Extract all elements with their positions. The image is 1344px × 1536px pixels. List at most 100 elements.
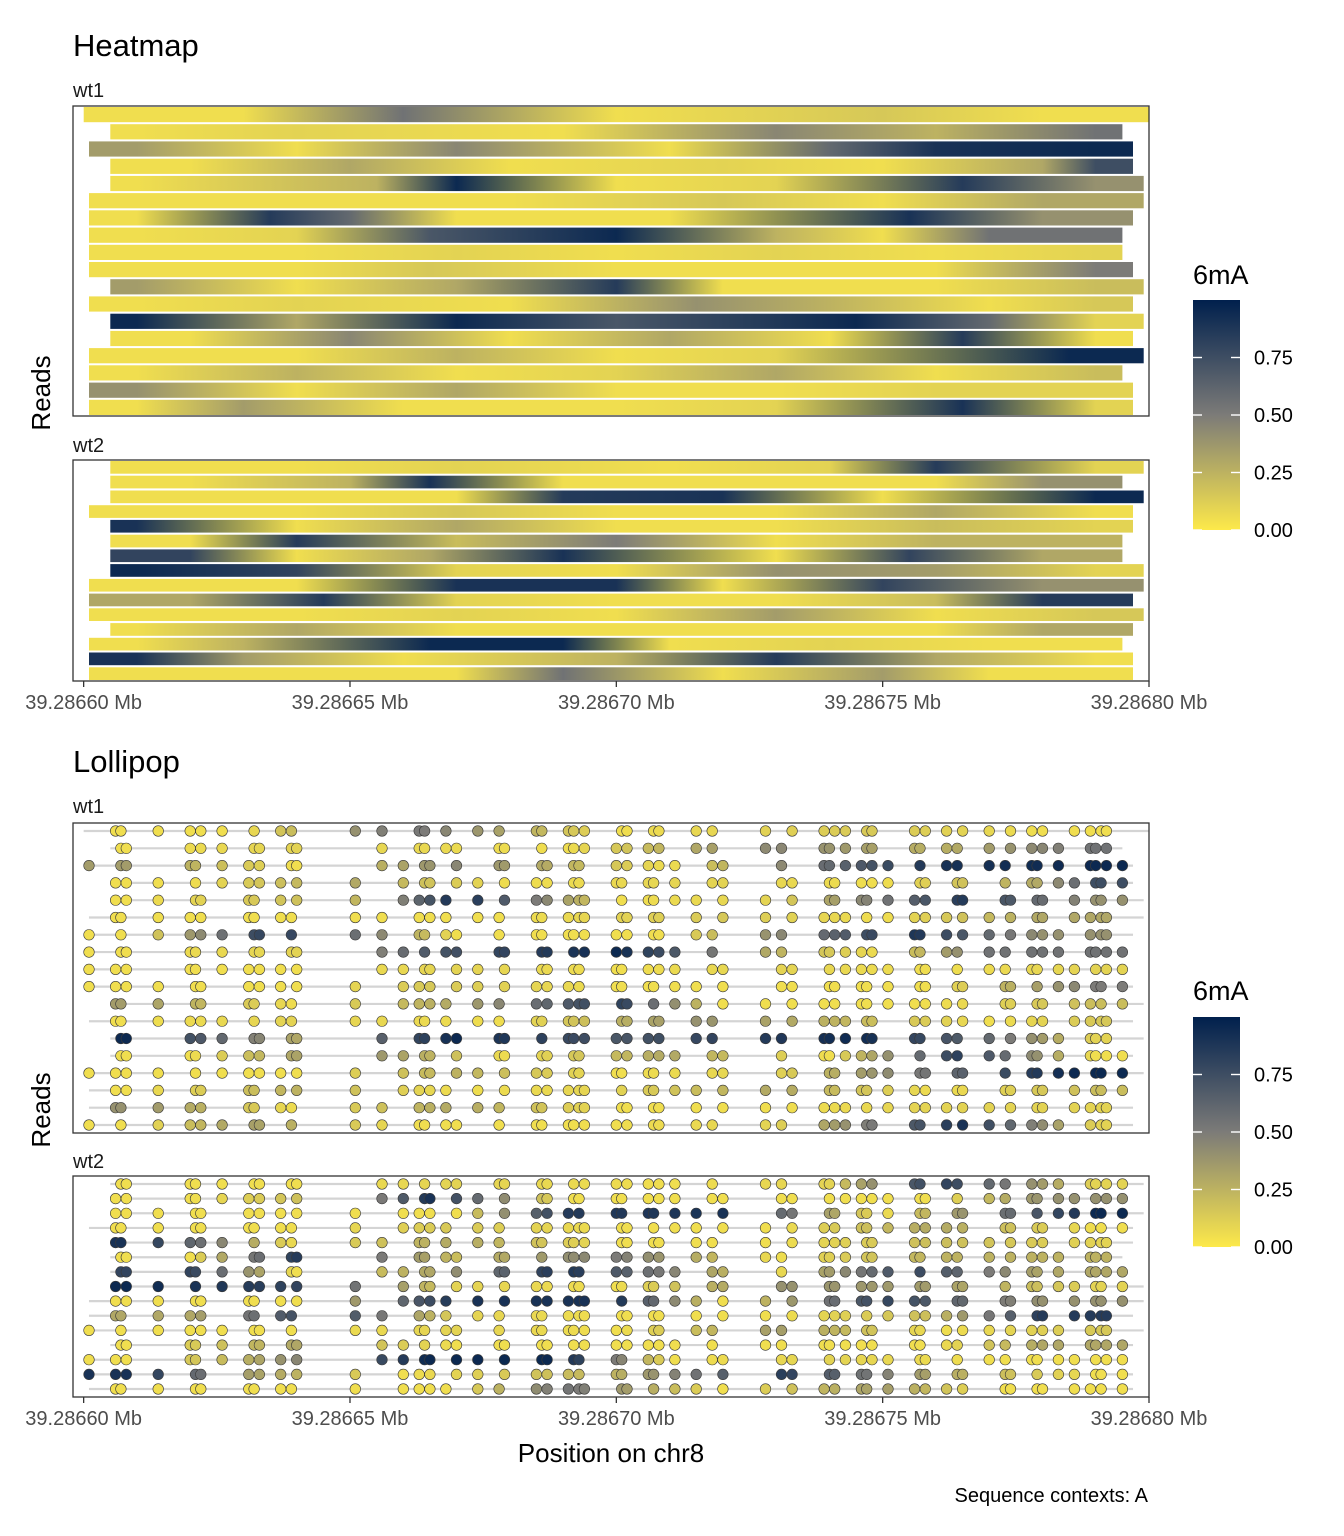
lollipop-dot — [536, 1102, 548, 1114]
lollipop-dot — [1116, 1067, 1128, 1079]
lollipop-dot — [1026, 1119, 1038, 1131]
lollipop-dot — [1100, 1119, 1112, 1131]
lollipop-dot — [189, 1266, 202, 1278]
lollipop-dot — [1090, 963, 1102, 976]
lollipop-dot — [717, 1222, 729, 1234]
lollipop-dot — [956, 1280, 969, 1293]
lollipop-dot — [706, 963, 718, 976]
lollipop-dot — [541, 1192, 553, 1205]
lollipop-dot — [983, 1354, 995, 1366]
lollipop-dot — [940, 1032, 953, 1045]
lollipop-dot — [940, 1178, 953, 1190]
lollipop-dot — [413, 1310, 425, 1322]
lollipop-dot — [397, 1266, 409, 1278]
lollipop-dot — [216, 1339, 228, 1351]
lollipop-dot — [109, 1280, 122, 1293]
lollipop-dot — [999, 1354, 1011, 1366]
lollipop-dot — [855, 859, 868, 872]
lollipop-dot — [1004, 1368, 1017, 1380]
lollipop-dot — [1036, 1236, 1049, 1249]
lollipop-dot — [562, 911, 575, 924]
lollipop-dot — [647, 1207, 660, 1219]
lollipop-dot — [275, 1084, 287, 1096]
lollipop-dot — [376, 1119, 388, 1131]
lollipop-dot — [498, 1084, 511, 1096]
lollipop-dot — [1052, 1032, 1064, 1045]
lollipop-dot — [419, 1236, 431, 1249]
lollipop-dot — [882, 1368, 894, 1380]
lollipop-dot — [120, 1368, 132, 1380]
lollipop-dot — [855, 1050, 868, 1062]
lollipop-dot — [855, 1178, 868, 1190]
lollipop-dot — [120, 1050, 132, 1062]
lollipop-dot — [653, 963, 665, 976]
lollipop-dot — [562, 1383, 575, 1395]
lollipop-dot — [956, 1222, 969, 1234]
lollipop-dot — [621, 1222, 633, 1234]
lollipop-dot — [578, 825, 591, 837]
lollipop-dot — [866, 1324, 878, 1336]
lollipop-dot — [376, 1102, 388, 1114]
lollipop-dot — [653, 1310, 665, 1322]
lollipop-dot — [669, 877, 681, 889]
lollipop-dot — [120, 1207, 132, 1219]
lollipop-dot — [541, 1178, 553, 1190]
lollipop-dot — [472, 1236, 484, 1249]
lollipop-dot — [195, 1295, 207, 1307]
lollipop-dot — [839, 1192, 852, 1205]
lollipop-dot — [285, 911, 298, 924]
lollipop-dot — [253, 946, 265, 958]
lollipop-dot — [717, 1067, 729, 1079]
lollipop-panel-border-wt1 — [72, 822, 1150, 1134]
lollipop-dot — [1116, 1207, 1128, 1219]
lollipop-dot — [690, 825, 702, 837]
lollipop-dot — [759, 1032, 772, 1045]
lollipop-dot — [216, 1280, 228, 1293]
legend-tick-label: 0.25 — [1254, 1180, 1293, 1202]
lollipop-dot — [243, 859, 255, 872]
lollipop-dot — [642, 1178, 654, 1190]
lollipop-dot — [243, 1192, 255, 1205]
lollipop-dot — [1031, 877, 1043, 889]
lollipop-dot — [669, 1050, 681, 1062]
lollipop-dot — [195, 1251, 207, 1263]
lollipop-dot — [349, 1084, 361, 1096]
heatmap-read-wt1-5 — [110, 175, 1144, 192]
lollipop-dot — [541, 1368, 553, 1380]
lollipop-dot — [823, 1050, 836, 1062]
lollipop-dot — [914, 1119, 926, 1131]
lollipop-dot — [1116, 963, 1128, 976]
lollipop-dot — [397, 1222, 409, 1234]
lollipop-dot — [861, 1084, 873, 1096]
lollipop-dot — [621, 1324, 633, 1336]
lollipop-dot — [349, 1207, 361, 1219]
lollipop-dot — [999, 1050, 1011, 1062]
lollipop-dot — [919, 963, 931, 976]
lollipop-dot — [216, 1067, 228, 1079]
lollipop-dot — [999, 1178, 1011, 1190]
lollipop-dot — [940, 1251, 953, 1263]
heatmap-read-wt2-1 — [110, 461, 1144, 474]
lollipop-dot — [189, 946, 202, 958]
lollipop-dot — [115, 998, 127, 1010]
lollipop-dot — [349, 998, 361, 1010]
lollipop-dot — [616, 877, 628, 889]
lollipop-dot — [642, 1050, 654, 1062]
lollipop-dot — [195, 842, 207, 854]
lollipop-dot — [786, 1310, 798, 1322]
lollipop-dot — [530, 1084, 543, 1096]
heatmap-read-wt2-2 — [110, 475, 1123, 489]
lollipop-dot — [717, 911, 729, 924]
lollipop-dot — [1052, 842, 1064, 854]
lollipop-dot — [578, 1084, 591, 1096]
lollipop-dot — [184, 1310, 196, 1322]
lollipop-dot — [669, 1266, 681, 1278]
lollipop-dot — [83, 980, 95, 993]
lollipop-dot — [1036, 1119, 1049, 1131]
x-tick-label: 39.28665 Mb — [292, 692, 409, 714]
lollipop-dot — [152, 980, 164, 993]
lollipop-dot — [120, 894, 132, 906]
lollipop-dot — [397, 963, 409, 976]
lollipop-dot — [690, 1207, 702, 1219]
lollipop-dot — [115, 1383, 127, 1395]
